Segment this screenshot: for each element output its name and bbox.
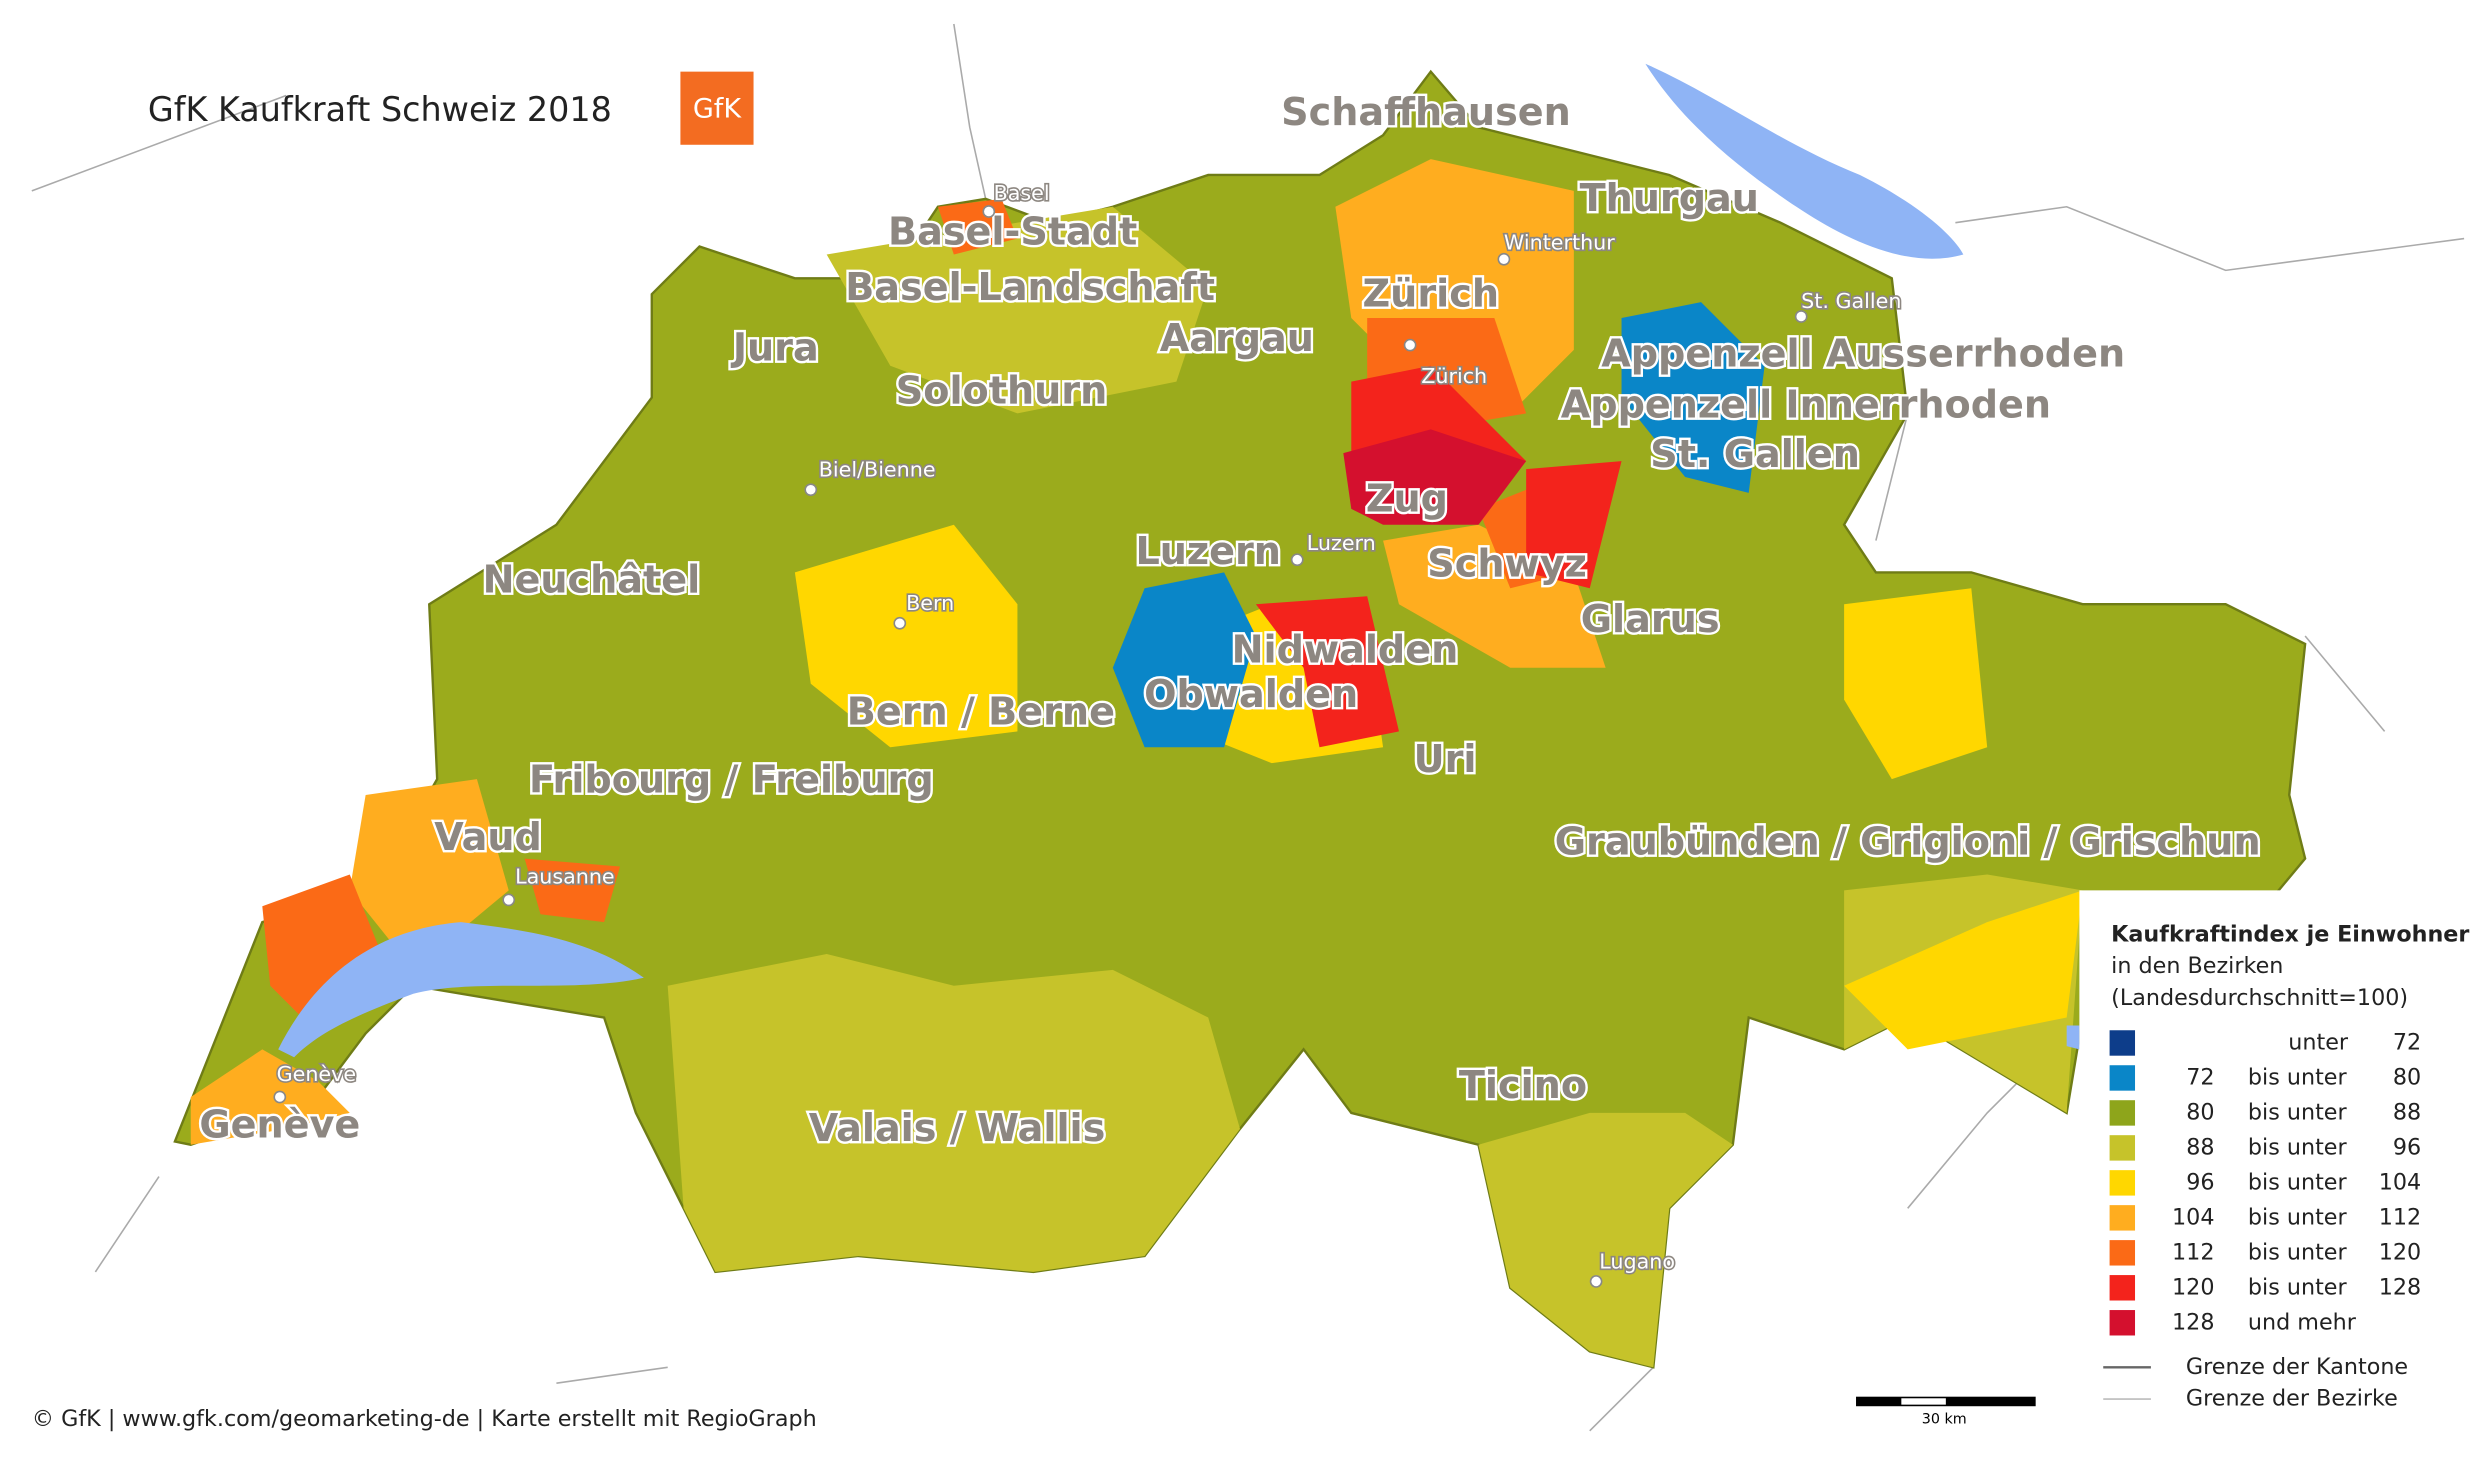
logo-text: GfK — [693, 93, 742, 124]
canton-label: Genève — [199, 1103, 360, 1147]
city-label: Bern — [906, 591, 954, 615]
canton-label: Schwyz — [1427, 542, 1587, 586]
canton-label: Neuchâtel — [483, 557, 701, 601]
legend-box — [2079, 890, 2473, 1444]
canton-label: Basel-Landschaft — [845, 265, 1215, 309]
legend-line-label: Grenze der Kantone — [2186, 1354, 2408, 1380]
legend-swatch — [2109, 1135, 2136, 1161]
legend-to: 88 — [2393, 1099, 2421, 1125]
city-dot — [1290, 553, 1304, 567]
legend-line-label: Grenze der Bezirke — [2186, 1386, 2398, 1412]
city-label: Lausanne — [515, 865, 615, 889]
city-label: Winterthur — [1504, 230, 1615, 254]
canton-label: Luzern — [1135, 529, 1280, 573]
legend-subtitle: in den Bezirken — [2111, 953, 2283, 979]
legend-to: 112 — [2379, 1204, 2421, 1230]
city-label: Basel — [994, 181, 1050, 205]
canton-label: Jura — [730, 325, 819, 369]
city-dot — [893, 616, 907, 630]
canton-label: Uri — [1414, 737, 1477, 781]
canton-label: Thurgau — [1580, 176, 1759, 220]
canton-label: Ticino — [1459, 1063, 1587, 1107]
canton-label: Fribourg / Freiburg — [529, 758, 934, 802]
legend-connector: und mehr — [2248, 1309, 2357, 1335]
canton-label: Bern / Berne — [847, 689, 1115, 733]
scale-bar-segment — [1856, 1397, 1902, 1406]
legend-subtitle: (Landesdurchschnitt=100) — [2111, 985, 2408, 1011]
title: GfK Kaufkraft Schweiz 2018 — [148, 90, 612, 129]
legend-swatch — [2109, 1065, 2136, 1091]
legend-to: 96 — [2393, 1134, 2421, 1160]
scale-bar-segment — [1945, 1397, 2035, 1406]
legend-swatch — [2109, 1030, 2136, 1056]
basemap — [31, 23, 2465, 1432]
canton-label: Obwalden — [1144, 672, 1358, 716]
city-dot — [1794, 310, 1808, 323]
legend-connector: bis unter — [2248, 1239, 2348, 1265]
canton-label: Zug — [1366, 476, 1448, 520]
canton-label: Valais / Wallis — [809, 1106, 1106, 1150]
legend-swatch — [2109, 1205, 2136, 1231]
legend-to: 104 — [2379, 1169, 2421, 1195]
canton-label: Graubünden / Grigioni / Grischun — [1555, 820, 2261, 864]
legend-from: 112 — [2172, 1239, 2214, 1265]
legend-connector: unter — [2288, 1029, 2349, 1055]
legend-from: 80 — [2186, 1099, 2214, 1125]
city-dot — [1497, 252, 1511, 266]
scale-label: 30 km — [1922, 1412, 1967, 1428]
legend-swatch — [2109, 1310, 2136, 1336]
canton-label: Vaud — [434, 815, 542, 859]
city-label: Genève — [277, 1062, 356, 1086]
legend: Kaufkraftindex je Einwohner in den Bezir… — [2103, 921, 2469, 1412]
canton-label: Schaffhausen — [1281, 90, 1571, 134]
legend-to: 80 — [2393, 1064, 2421, 1090]
legend-swatch — [2109, 1240, 2136, 1266]
city-label: Zürich — [1421, 364, 1487, 388]
legend-connector: bis unter — [2248, 1064, 2348, 1090]
city-dot — [804, 483, 818, 497]
legend-from: 72 — [2186, 1064, 2214, 1090]
canton-label: St. Gallen — [1650, 432, 1860, 476]
canton-label: Glarus — [1581, 597, 1720, 641]
city-label: Luzern — [1307, 531, 1376, 555]
city-dot — [273, 1090, 287, 1104]
city-label: Biel/Bienne — [819, 458, 936, 482]
legend-connector: bis unter — [2248, 1134, 2348, 1160]
legend-swatch — [2109, 1170, 2136, 1196]
city-dot — [502, 893, 516, 907]
legend-from: 88 — [2186, 1134, 2214, 1160]
canton-label: Solothurn — [896, 368, 1107, 412]
city-dot — [982, 205, 996, 218]
legend-from: 128 — [2172, 1309, 2214, 1335]
legend-swatch — [2109, 1275, 2136, 1301]
canton-label: Zürich — [1363, 271, 1499, 315]
legend-title: Kaufkraftindex je Einwohner — [2111, 921, 2469, 947]
city-label: St. Gallen — [1801, 289, 1901, 313]
legend-from: 104 — [2172, 1204, 2214, 1230]
legend-connector: bis unter — [2248, 1169, 2348, 1195]
canton-label: Aargau — [1160, 316, 1314, 360]
canton-label: Appenzell Innerrhoden — [1561, 383, 2051, 427]
legend-from: 120 — [2172, 1274, 2214, 1300]
legend-connector: bis unter — [2248, 1274, 2348, 1300]
legend-to: 128 — [2379, 1274, 2421, 1300]
legend-connector: bis unter — [2248, 1099, 2348, 1125]
legend-connector: bis unter — [2248, 1204, 2348, 1230]
canton-label: Basel-Stadt — [888, 209, 1137, 253]
city-dot — [1589, 1275, 1603, 1288]
legend-from: 96 — [2186, 1169, 2214, 1195]
city-dot — [1403, 338, 1417, 352]
logo — [680, 71, 754, 145]
canton-label: Appenzell Ausserrhoden — [1601, 332, 2125, 376]
city-label: Lugano — [1599, 1249, 1675, 1273]
footer: © GfK | www.gfk.com/geomarketing-de | Ka… — [32, 1406, 817, 1432]
legend-to: 72 — [2393, 1029, 2421, 1055]
legend-swatch — [2109, 1100, 2136, 1126]
legend-to: 120 — [2379, 1239, 2421, 1265]
canton-label: Nidwalden — [1232, 627, 1459, 671]
